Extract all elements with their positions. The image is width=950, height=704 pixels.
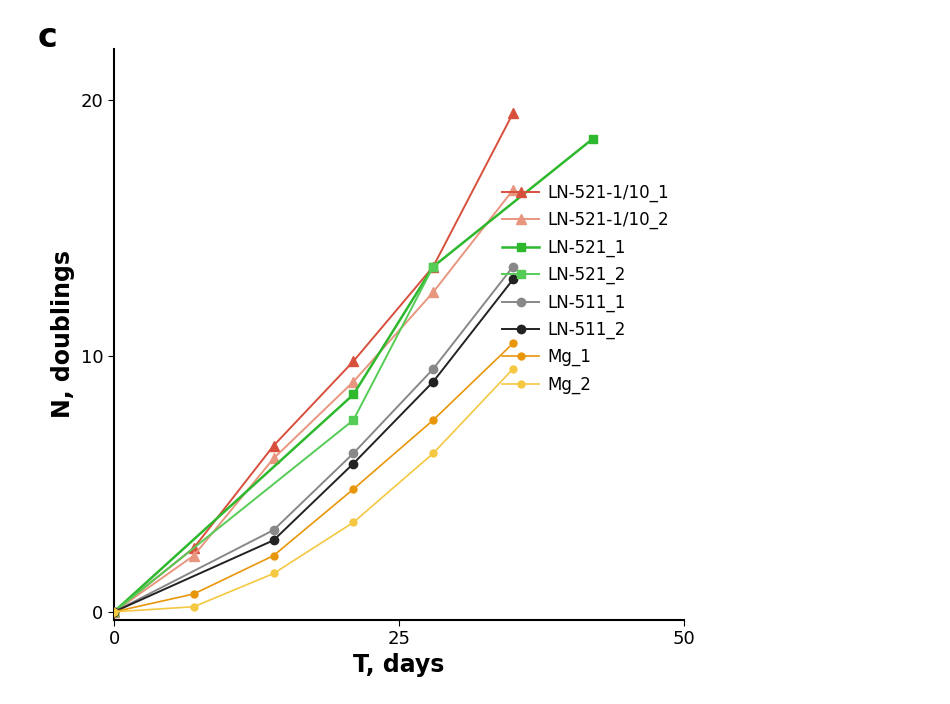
Mg_2 [348, 518, 359, 527]
LN-511_1 [507, 263, 519, 271]
LN-521-1/10_1 [507, 109, 519, 118]
LN-511_2 [428, 377, 439, 386]
LN-511_2 [507, 275, 519, 284]
LN-511_1 [108, 608, 120, 616]
LN-511_1 [268, 526, 279, 534]
LN-521-1/10_2 [188, 551, 200, 560]
Line: Mg_1: Mg_1 [110, 340, 517, 615]
LN-521-1/10_2 [108, 608, 120, 616]
Legend: LN-521-1/10_1, LN-521-1/10_2, LN-521_1, LN-521_2, LN-511_1, LN-511_2, Mg_1, Mg_2: LN-521-1/10_1, LN-521-1/10_2, LN-521_1, … [496, 177, 675, 401]
LN-521-1/10_2 [507, 186, 519, 194]
LN-521_1 [428, 263, 439, 271]
LN-511_1 [428, 365, 439, 373]
LN-521-1/10_1 [188, 543, 200, 552]
Mg_2 [268, 570, 279, 578]
Mg_2 [507, 365, 519, 373]
LN-521_1 [348, 390, 359, 398]
LN-521-1/10_1 [268, 441, 279, 450]
LN-521-1/10_2 [428, 288, 439, 296]
LN-521_1 [108, 608, 120, 616]
Mg_1 [268, 551, 279, 560]
LN-521-1/10_1 [348, 357, 359, 365]
LN-521-1/10_1 [428, 263, 439, 271]
LN-521-1/10_2 [348, 377, 359, 386]
Mg_1 [507, 339, 519, 348]
LN-521_1 [587, 134, 598, 143]
Line: LN-511_2: LN-511_2 [110, 275, 517, 616]
Y-axis label: N, doublings: N, doublings [51, 251, 75, 418]
Text: c: c [38, 21, 58, 54]
Mg_2 [428, 449, 439, 458]
Mg_1 [348, 485, 359, 494]
LN-511_2 [348, 459, 359, 467]
Mg_1 [108, 608, 120, 616]
Mg_1 [428, 416, 439, 425]
Line: LN-521-1/10_2: LN-521-1/10_2 [109, 185, 518, 617]
Line: LN-521_1: LN-521_1 [110, 134, 597, 616]
LN-511_2 [268, 536, 279, 544]
LN-511_2 [108, 608, 120, 616]
LN-521_2 [348, 416, 359, 425]
LN-511_1 [348, 449, 359, 458]
LN-521-1/10_1 [108, 608, 120, 616]
Line: LN-521_2: LN-521_2 [110, 263, 437, 616]
Line: Mg_2: Mg_2 [110, 365, 517, 615]
Mg_2 [108, 608, 120, 616]
Line: LN-521-1/10_1: LN-521-1/10_1 [109, 108, 518, 617]
LN-521_2 [108, 608, 120, 616]
LN-521_2 [428, 263, 439, 271]
Mg_2 [188, 603, 200, 611]
LN-521-1/10_2 [268, 454, 279, 463]
Mg_1 [188, 590, 200, 598]
X-axis label: T, days: T, days [353, 653, 445, 677]
Line: LN-511_1: LN-511_1 [110, 263, 517, 616]
